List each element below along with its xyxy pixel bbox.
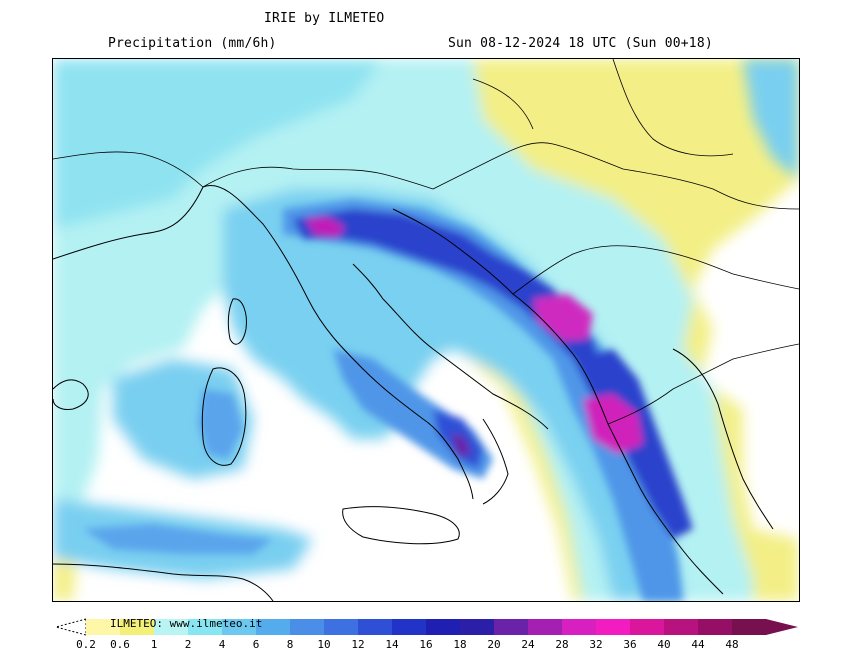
legend-swatch <box>664 619 699 635</box>
balkan-coast <box>392 208 724 595</box>
legend-swatch <box>154 619 189 635</box>
italy-coastline <box>202 185 474 500</box>
legend-swatch <box>596 619 631 635</box>
legend-level-label: 36 <box>623 638 636 651</box>
legend-swatch <box>290 619 325 635</box>
legend-swatch <box>358 619 393 635</box>
legend-swatch <box>256 619 291 635</box>
legend-swatch <box>86 619 121 635</box>
coastlines <box>53 59 799 601</box>
legend-arrow-left <box>54 618 87 636</box>
legend-arrow-right <box>766 619 798 635</box>
legend-level-label: 28 <box>555 638 568 651</box>
legend-level-label: 40 <box>657 638 670 651</box>
legend-swatch <box>222 619 257 635</box>
legend-credit: ILMETEO: www.ilmeteo.it <box>110 617 262 630</box>
precip-core-montenegro <box>533 294 593 341</box>
precipitation-map <box>52 58 800 602</box>
legend-level-label: 14 <box>385 638 399 651</box>
legend-swatch <box>562 619 597 635</box>
precip-band-northeast <box>743 59 799 179</box>
legend-swatch <box>324 619 359 635</box>
precip-band-northwest <box>53 59 383 229</box>
legend-level-label: 18 <box>453 638 466 651</box>
legend-level-label: 12 <box>351 638 364 651</box>
legend-swatch <box>426 619 461 635</box>
legend-level-label: 2 <box>185 638 192 651</box>
legend-level-label: 1 <box>151 638 158 651</box>
legend-level-label: 16 <box>419 638 432 651</box>
legend-level-label: 10 <box>317 638 330 651</box>
legend-level-label: 0.6 <box>110 638 130 651</box>
sardinia-coast <box>201 367 247 466</box>
precip-core-north-italy <box>305 217 345 237</box>
map-title: IRIE by ILMETEO <box>264 11 385 26</box>
precip-band-tyrrhenian <box>223 189 683 601</box>
france-coast <box>53 186 204 260</box>
legend-level-label: 20 <box>487 638 500 651</box>
sicily-coast <box>342 506 460 545</box>
legend-swatch <box>630 619 665 635</box>
legend-swatch <box>188 619 223 635</box>
color-legend: 0.2 0.6 1 2 4 6 8 10 12 14 16 18 20 24 28 32 36 40 44 48 IL… <box>50 616 802 656</box>
legend-swatch <box>120 619 155 635</box>
precipitation-field <box>53 59 799 601</box>
legend-level-label: 24 <box>521 638 535 651</box>
africa-coast <box>53 563 274 601</box>
legend-level-label: 6 <box>253 638 260 651</box>
greece-coast <box>672 348 774 530</box>
precip-band-south-blue <box>83 524 273 554</box>
precip-core-calabria <box>451 434 471 457</box>
spain-coast <box>53 379 89 410</box>
precip-band-sardinia-blue <box>198 389 243 459</box>
adriatic-west-coast <box>352 263 549 430</box>
national-borders <box>53 59 799 425</box>
legend-level-label: 32 <box>589 638 602 651</box>
legend-swatch <box>732 619 767 635</box>
corsica-coast <box>227 298 247 345</box>
legend-level-label: 4 <box>219 638 226 651</box>
legend-level-label: 44 <box>691 638 705 651</box>
legend-swatch <box>494 619 529 635</box>
legend-swatch <box>528 619 563 635</box>
precip-core-greece <box>583 394 643 454</box>
legend-swatch <box>392 619 427 635</box>
legend-level-label: 0.2 <box>76 638 96 651</box>
map-canvas <box>53 59 799 601</box>
legend-swatch <box>698 619 733 635</box>
puglia-coast <box>482 418 509 505</box>
legend-level-label: 48 <box>725 638 738 651</box>
valid-time-label: Sun 08-12-2024 18 UTC (Sun 00+18) <box>448 36 713 51</box>
legend-level-label: 8 <box>287 638 294 651</box>
variable-label: Precipitation (mm/6h) <box>108 36 277 51</box>
legend-swatch <box>460 619 495 635</box>
legend-bar: 0.2 0.6 1 2 4 6 8 10 12 14 16 18 20 24 28 32 36 40 44 48 IL… <box>54 617 798 651</box>
